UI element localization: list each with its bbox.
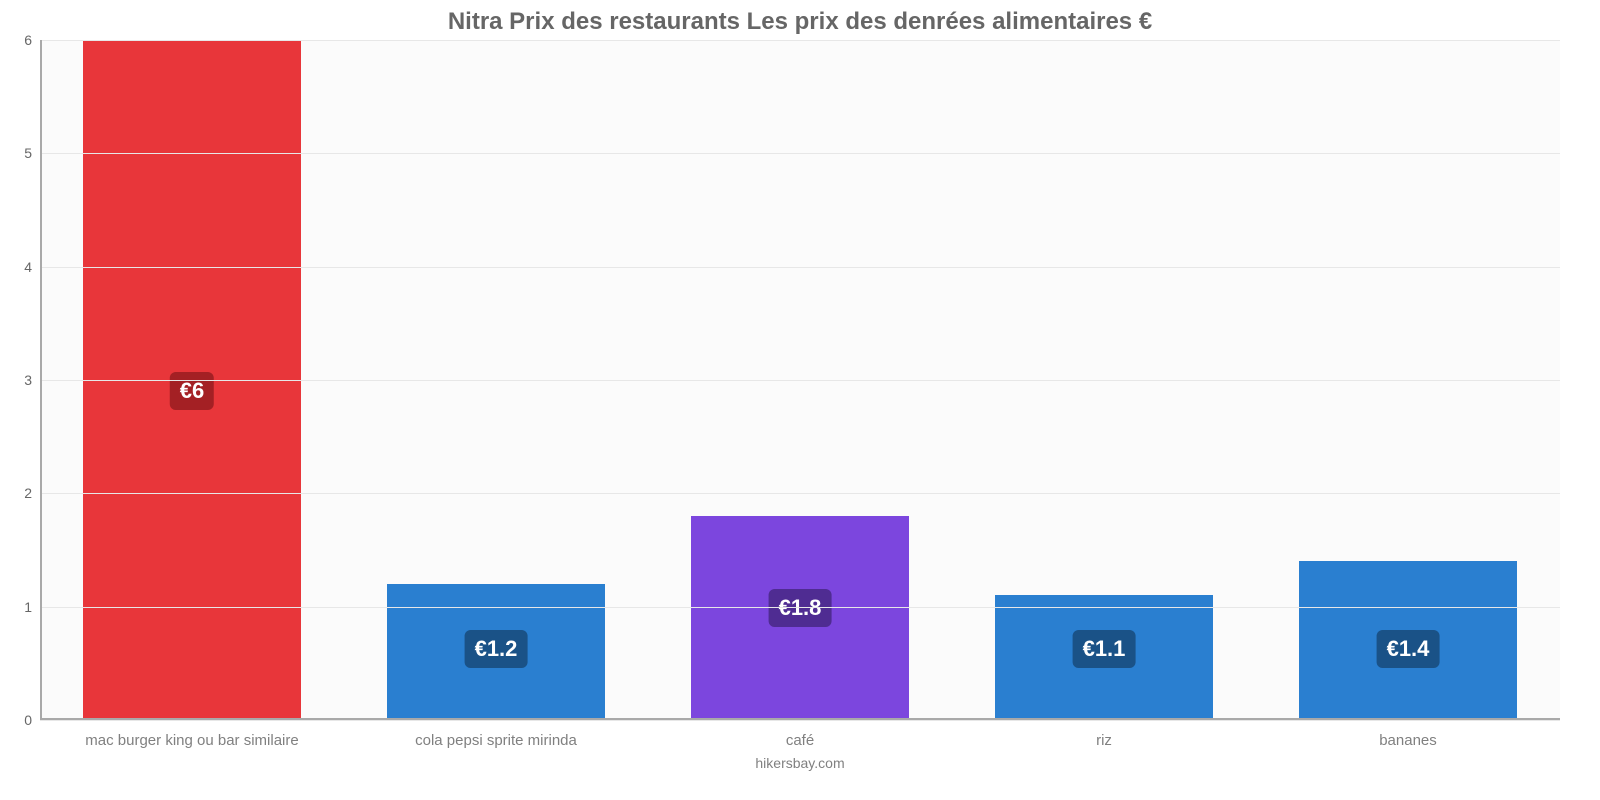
x-axis-labels: mac burger king ou bar similairecola pep… (40, 720, 1560, 749)
y-tick-label: 0 (24, 712, 32, 728)
x-tick-label: mac burger king ou bar similaire (40, 720, 344, 749)
y-axis-line (40, 40, 42, 720)
price-chart: Nitra Prix des restaurants Les prix des … (0, 0, 1600, 800)
bar-value-label: €1.4 (1377, 630, 1440, 668)
bar: €1.2 (387, 584, 606, 720)
y-tick-label: 3 (24, 372, 32, 388)
x-tick-label: cola pepsi sprite mirinda (344, 720, 648, 749)
gridline (40, 607, 1560, 608)
bar-value-label: €1.8 (769, 589, 832, 627)
gridline (40, 720, 1560, 721)
bar: €1.1 (995, 595, 1214, 720)
gridline (40, 493, 1560, 494)
y-tick-label: 6 (24, 32, 32, 48)
y-tick-label: 2 (24, 485, 32, 501)
plot-area: €6 €1.2 €1.8 €1.1 €1.4 (40, 40, 1560, 720)
plot-row: 0123456 €6€1.2€1.8€1.1€1.4 (0, 40, 1600, 720)
x-axis-line (40, 718, 1560, 720)
bar: €1.4 (1299, 561, 1518, 720)
bar-value-label: €6 (170, 372, 214, 410)
gridline (40, 380, 1560, 381)
y-tick-label: 5 (24, 145, 32, 161)
y-tick-label: 4 (24, 259, 32, 275)
y-tick-label: 1 (24, 599, 32, 615)
bar-value-label: €1.1 (1073, 630, 1136, 668)
bar-value-label: €1.2 (465, 630, 528, 668)
x-tick-label: bananes (1256, 720, 1560, 749)
bar: €1.8 (691, 516, 910, 720)
chart-footer: hikersbay.com (0, 755, 1600, 771)
y-axis: 0123456 (0, 40, 40, 720)
gridline (40, 153, 1560, 154)
gridline (40, 40, 1560, 41)
chart-title: Nitra Prix des restaurants Les prix des … (0, 8, 1600, 36)
x-tick-label: café (648, 720, 952, 749)
gridline (40, 267, 1560, 268)
x-tick-label: riz (952, 720, 1256, 749)
